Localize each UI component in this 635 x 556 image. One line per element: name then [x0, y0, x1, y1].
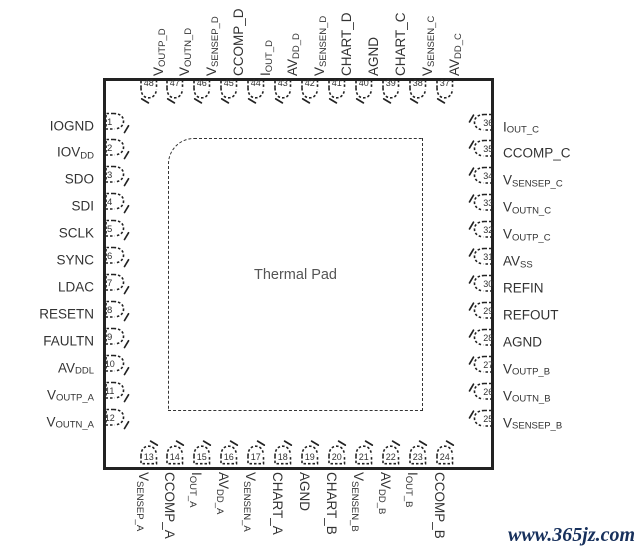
svg-text:40: 40 — [358, 78, 368, 88]
svg-text:39: 39 — [385, 78, 395, 88]
svg-text:46: 46 — [197, 78, 207, 88]
svg-text:9: 9 — [107, 332, 112, 343]
svg-text:32: 32 — [483, 225, 493, 235]
svg-text:15: 15 — [197, 451, 207, 461]
svg-text:1: 1 — [107, 116, 112, 127]
svg-text:7: 7 — [107, 278, 112, 289]
svg-text:17: 17 — [251, 451, 261, 461]
svg-text:33: 33 — [483, 198, 493, 208]
svg-text:23: 23 — [412, 451, 422, 461]
svg-text:10: 10 — [104, 358, 114, 368]
svg-text:6: 6 — [107, 251, 112, 262]
svg-text:48: 48 — [143, 78, 153, 88]
svg-text:31: 31 — [483, 252, 493, 262]
svg-text:4: 4 — [107, 197, 112, 208]
svg-text:26: 26 — [483, 386, 493, 396]
svg-text:11: 11 — [105, 385, 114, 395]
svg-text:44: 44 — [251, 78, 261, 88]
svg-text:47: 47 — [170, 78, 180, 88]
svg-text:3: 3 — [107, 170, 112, 181]
svg-text:20: 20 — [332, 451, 342, 461]
svg-text:42: 42 — [305, 78, 315, 88]
svg-text:38: 38 — [412, 78, 422, 88]
svg-text:18: 18 — [278, 451, 288, 461]
svg-text:22: 22 — [385, 451, 395, 461]
svg-text:28: 28 — [483, 333, 493, 343]
svg-text:19: 19 — [305, 451, 315, 461]
svg-text:21: 21 — [358, 451, 368, 461]
svg-text:14: 14 — [170, 451, 180, 461]
svg-text:12: 12 — [104, 412, 114, 422]
svg-text:8: 8 — [107, 305, 112, 316]
svg-text:2: 2 — [107, 143, 112, 154]
svg-text:29: 29 — [483, 306, 493, 316]
svg-text:30: 30 — [483, 279, 493, 289]
svg-text:34: 34 — [483, 171, 493, 181]
svg-text:27: 27 — [483, 359, 493, 369]
svg-text:41: 41 — [332, 78, 342, 88]
svg-text:37: 37 — [439, 78, 449, 88]
svg-text:25: 25 — [483, 413, 493, 423]
svg-text:5: 5 — [107, 224, 112, 235]
svg-text:36: 36 — [483, 117, 493, 127]
svg-text:24: 24 — [439, 451, 449, 461]
svg-text:13: 13 — [143, 451, 153, 461]
svg-text:43: 43 — [278, 78, 288, 88]
svg-text:16: 16 — [224, 451, 234, 461]
svg-text:35: 35 — [483, 144, 493, 154]
svg-text:45: 45 — [224, 78, 234, 88]
